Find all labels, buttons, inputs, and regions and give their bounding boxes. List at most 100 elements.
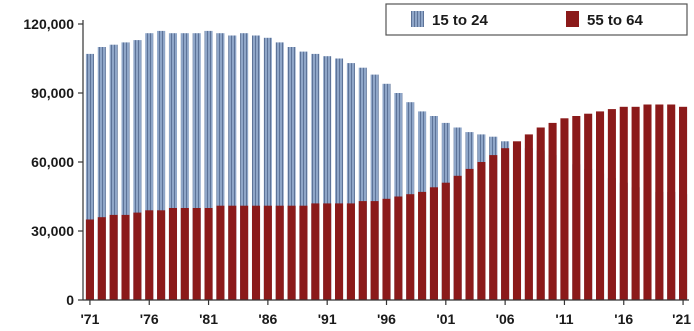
bar-55-to-64 bbox=[524, 134, 533, 300]
bar-15-to-24 bbox=[287, 47, 296, 300]
bar-55-to-64 bbox=[192, 208, 201, 300]
bar-55-to-64 bbox=[180, 208, 189, 300]
bar-55-to-64 bbox=[97, 217, 106, 300]
y-tick-label: 30,000 bbox=[31, 223, 74, 239]
bar-15-to-24 bbox=[180, 33, 189, 300]
legend-label-15-to-24: 15 to 24 bbox=[432, 12, 489, 29]
bar-55-to-64 bbox=[157, 210, 166, 300]
bar-55-to-64 bbox=[168, 208, 178, 300]
bar-55-to-64 bbox=[346, 203, 355, 300]
bar-55-to-64 bbox=[335, 203, 344, 300]
bar-55-to-64 bbox=[418, 191, 427, 300]
x-tick-label: '86 bbox=[258, 311, 277, 327]
bar-15-to-24 bbox=[228, 35, 237, 300]
bar-55-to-64 bbox=[596, 111, 605, 301]
bar-15-to-24 bbox=[382, 83, 391, 300]
bar-55-to-64 bbox=[536, 127, 545, 300]
bar-15-to-24 bbox=[323, 56, 332, 301]
bar-15-to-24 bbox=[263, 37, 272, 301]
bar-55-to-64 bbox=[453, 175, 462, 300]
x-axis: '71 '76 '81 '86 '91 '96 '01 '06 '11 '16 '21 bbox=[80, 299, 691, 327]
legend-label-55-to-64: 55 to 64 bbox=[587, 12, 644, 29]
legend-box bbox=[385, 3, 688, 36]
y-tick-label: 120,000 bbox=[23, 16, 74, 32]
bar-55-to-64 bbox=[477, 162, 486, 300]
bar-15-to-24 bbox=[204, 30, 213, 301]
bar-55-to-64 bbox=[572, 116, 581, 300]
x-tick-label: '71 bbox=[80, 311, 99, 327]
bar-55-to-64 bbox=[406, 194, 415, 300]
bar-15-to-24 bbox=[358, 67, 367, 300]
bar-15-to-24 bbox=[97, 47, 106, 300]
bar-55-to-64 bbox=[655, 104, 664, 300]
bar-55-to-64 bbox=[619, 106, 628, 300]
y-axis: 0 30,000 60,000 90,000 120,000 bbox=[23, 16, 84, 308]
x-tick-label: '96 bbox=[377, 311, 396, 327]
bar-55-to-64 bbox=[679, 106, 688, 300]
legend-swatch-55-to-64 bbox=[566, 11, 579, 27]
bar-55-to-64 bbox=[643, 104, 652, 300]
bar-55-to-64 bbox=[429, 187, 438, 300]
bar-55-to-64 bbox=[548, 122, 557, 301]
x-tick-label: '21 bbox=[672, 311, 691, 327]
bar-55-to-64 bbox=[441, 182, 450, 300]
bar-55-to-64 bbox=[465, 168, 474, 300]
bar-15-to-24 bbox=[168, 33, 178, 300]
bar-55-to-64 bbox=[607, 109, 616, 300]
bar-15-to-24 bbox=[370, 74, 379, 300]
bar-55-to-64 bbox=[382, 198, 391, 300]
bar-55-to-64 bbox=[311, 203, 320, 300]
bar-15-to-24 bbox=[121, 42, 130, 301]
bar-15-to-24 bbox=[346, 63, 355, 300]
bar-55-to-64 bbox=[370, 201, 379, 300]
bar-55-to-64 bbox=[560, 118, 569, 300]
bar-15-to-24 bbox=[85, 53, 94, 301]
bar-55-to-64 bbox=[584, 113, 593, 300]
bar-55-to-64 bbox=[240, 205, 249, 300]
bar-15-to-24 bbox=[133, 40, 142, 300]
x-tick-label: '06 bbox=[496, 311, 515, 327]
x-tick-label: '16 bbox=[614, 311, 633, 327]
bar-55-to-64 bbox=[216, 205, 225, 300]
bar-55-to-64 bbox=[251, 205, 261, 300]
bar-55-to-64 bbox=[323, 203, 332, 300]
bar-55-to-64 bbox=[394, 196, 403, 300]
bar-55-to-64 bbox=[275, 205, 284, 300]
bars-group bbox=[85, 30, 688, 301]
x-tick-label: '81 bbox=[199, 311, 218, 327]
bar-55-to-64 bbox=[263, 205, 272, 300]
y-tick-label: 60,000 bbox=[31, 154, 74, 170]
bar-15-to-24 bbox=[192, 33, 201, 300]
bar-55-to-64 bbox=[145, 210, 154, 300]
bar-15-to-24 bbox=[275, 42, 284, 301]
bar-15-to-24 bbox=[299, 51, 308, 300]
bar-15-to-24 bbox=[251, 35, 261, 300]
bar-15-to-24 bbox=[335, 58, 344, 300]
bar-15-to-24 bbox=[216, 33, 225, 300]
bar-55-to-64 bbox=[358, 201, 367, 300]
x-tick-label: '11 bbox=[555, 311, 573, 327]
bar-55-to-64 bbox=[228, 205, 237, 300]
bar-15-to-24 bbox=[157, 30, 166, 301]
bar-15-to-24 bbox=[240, 33, 249, 300]
bar-55-to-64 bbox=[85, 219, 94, 300]
bar-55-to-64 bbox=[299, 205, 308, 300]
bar-15-to-24 bbox=[311, 53, 320, 301]
bar-55-to-64 bbox=[512, 141, 522, 300]
bar-15-to-24 bbox=[109, 44, 118, 301]
x-tick-label: '91 bbox=[318, 311, 337, 327]
bar-55-to-64 bbox=[489, 155, 498, 300]
y-tick-label: 90,000 bbox=[31, 85, 74, 101]
bar-55-to-64 bbox=[121, 214, 130, 300]
bar-15-to-24 bbox=[145, 33, 154, 300]
bar-55-to-64 bbox=[631, 106, 640, 300]
legend: 15 to 24 55 to 64 bbox=[385, 3, 688, 36]
bar-55-to-64 bbox=[204, 208, 213, 300]
bar-55-to-64 bbox=[667, 104, 676, 300]
x-tick-label: '01 bbox=[436, 311, 455, 327]
bar-55-to-64 bbox=[287, 205, 296, 300]
legend-swatch-15-to-24 bbox=[411, 11, 424, 27]
bar-55-to-64 bbox=[133, 212, 142, 300]
bar-55-to-64 bbox=[109, 214, 118, 300]
